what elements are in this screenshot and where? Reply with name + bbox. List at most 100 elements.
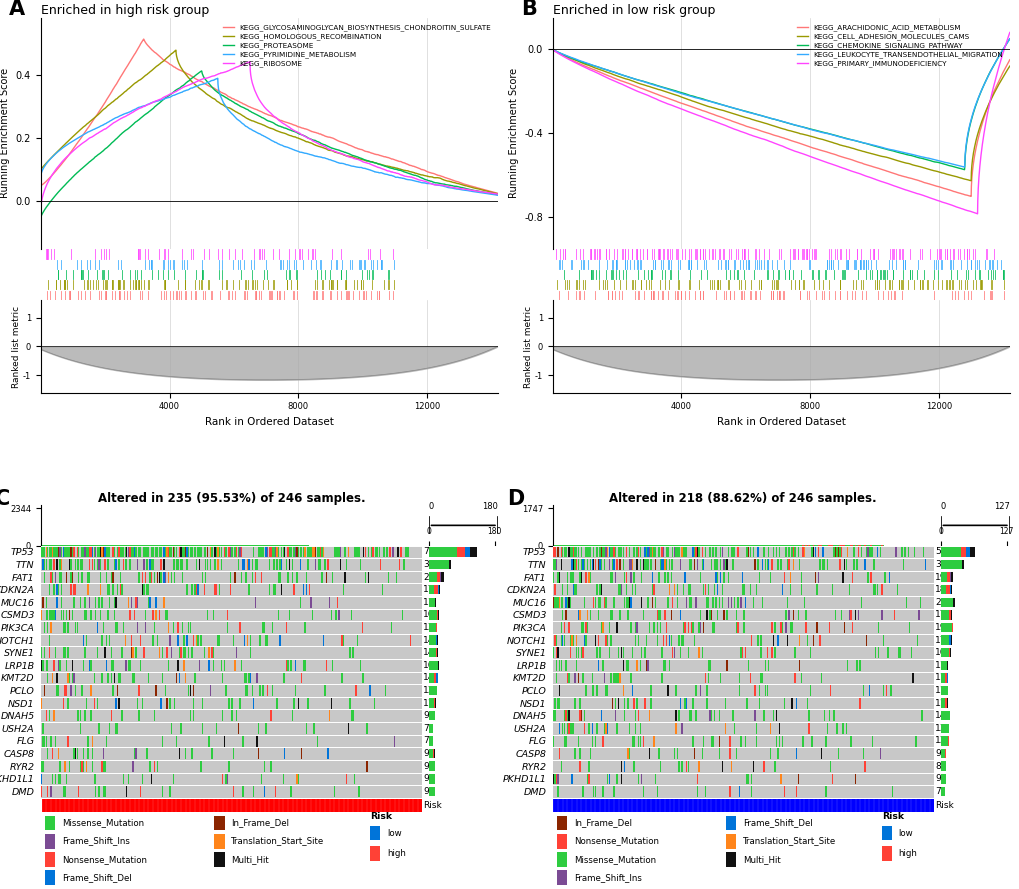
Bar (789, 622, 791, 633)
Bar (319, 547, 321, 557)
Bar (592, 786, 594, 797)
Bar (71, 672, 73, 684)
Bar (720, 761, 722, 772)
Bar (186, 547, 187, 557)
Bar (940, 685, 947, 695)
Bar (732, 547, 733, 557)
Text: 9%: 9% (423, 749, 437, 758)
Bar (795, 698, 797, 709)
Bar (594, 786, 595, 797)
Bar (803, 597, 804, 608)
Bar (552, 710, 553, 721)
Bar (283, 672, 285, 684)
Bar (592, 685, 594, 696)
Bar (229, 572, 231, 582)
Bar (207, 609, 208, 621)
Bar (804, 622, 806, 633)
Bar (696, 547, 698, 557)
Bar (839, 559, 840, 570)
Bar (668, 584, 669, 596)
Bar (155, 609, 157, 621)
Bar (361, 622, 363, 633)
Bar (434, 673, 436, 683)
Bar (274, 786, 276, 797)
Bar (310, 547, 312, 557)
Bar (76, 748, 77, 759)
Bar (363, 547, 364, 557)
Bar (836, 547, 837, 557)
Bar (264, 786, 265, 797)
Bar (61, 547, 62, 557)
Bar (717, 748, 719, 759)
Bar (679, 647, 681, 658)
Bar (758, 698, 759, 709)
Bar (181, 547, 183, 557)
Bar (53, 710, 55, 721)
Bar (318, 547, 319, 557)
Bar (576, 547, 577, 557)
Bar (65, 572, 67, 582)
Bar (595, 647, 597, 658)
Bar (255, 572, 256, 582)
Bar (656, 609, 657, 621)
Bar (208, 647, 209, 658)
Bar (704, 786, 705, 797)
Bar (158, 609, 160, 621)
Bar (857, 547, 858, 557)
Bar (83, 761, 84, 772)
Bar (130, 597, 132, 608)
Bar (734, 723, 735, 734)
Bar (665, 547, 666, 557)
Bar (226, 609, 228, 621)
Bar (681, 635, 682, 645)
Bar (647, 547, 648, 557)
Bar (919, 597, 920, 608)
Bar (92, 735, 94, 747)
Bar (166, 547, 167, 557)
Bar (731, 761, 732, 772)
Bar (133, 609, 136, 621)
Bar (235, 647, 237, 658)
Bar (644, 698, 645, 709)
Bar (294, 547, 296, 557)
Bar (43, 547, 44, 557)
Bar (647, 559, 648, 570)
Bar (908, 622, 910, 633)
Text: Multi_Hit: Multi_Hit (743, 854, 781, 864)
Bar (165, 609, 166, 621)
Bar (722, 572, 723, 582)
Bar (74, 622, 76, 633)
Bar (146, 748, 148, 759)
Bar (279, 635, 280, 645)
Bar (371, 547, 372, 557)
Bar (304, 622, 306, 633)
Bar (352, 647, 354, 658)
Bar (940, 699, 945, 708)
Bar (645, 660, 646, 671)
Bar (214, 559, 216, 570)
Bar (183, 635, 184, 645)
Bar (750, 635, 752, 645)
Bar (229, 584, 231, 596)
Bar (714, 572, 716, 582)
Bar (68, 609, 70, 621)
Bar (366, 723, 367, 734)
Bar (64, 685, 65, 696)
Bar (565, 660, 566, 671)
Bar (261, 547, 262, 557)
Bar (436, 673, 437, 683)
Bar (650, 698, 651, 709)
Bar (355, 547, 357, 557)
Text: 8%: 8% (934, 762, 949, 771)
Bar (591, 559, 592, 570)
Bar (637, 735, 639, 747)
Bar (636, 660, 637, 671)
Bar (158, 647, 160, 658)
Bar (625, 660, 627, 671)
Bar (594, 735, 595, 747)
Bar (100, 609, 101, 621)
Bar (300, 547, 301, 557)
Bar (184, 748, 186, 759)
Bar (611, 547, 612, 557)
Text: 16%: 16% (423, 611, 443, 620)
